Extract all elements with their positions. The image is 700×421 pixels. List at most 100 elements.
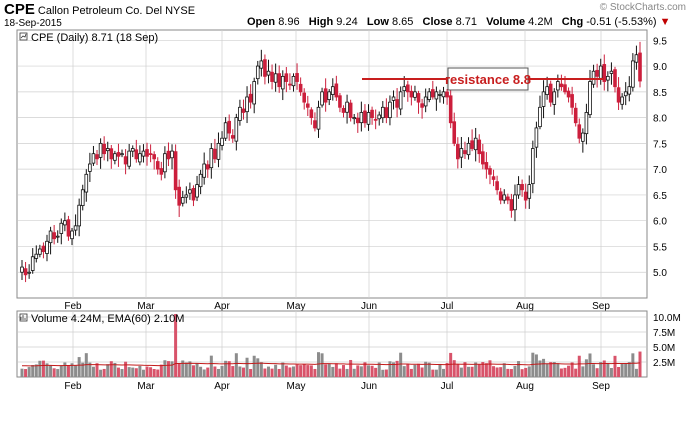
volume-bar <box>259 362 263 377</box>
candle-body <box>248 93 253 103</box>
candle-body <box>141 150 146 157</box>
candle-body <box>145 149 149 157</box>
volume-bar <box>331 366 335 377</box>
candle-body <box>588 81 592 116</box>
candle-body <box>445 91 449 98</box>
candle-body <box>495 181 499 191</box>
volume-bar <box>352 368 356 377</box>
volume-bar <box>106 364 110 377</box>
candle-body <box>30 256 35 271</box>
volume-month-label: Mar <box>137 381 155 392</box>
volume-bar <box>367 365 371 377</box>
volume-bar <box>384 369 388 377</box>
volume-bar <box>184 362 188 377</box>
volume-bar <box>256 358 260 377</box>
candle-body <box>109 148 114 160</box>
date-label: 18-Sep-2015 <box>4 18 62 29</box>
candle-body <box>134 149 139 160</box>
candle-body <box>473 137 478 151</box>
candle-body <box>355 117 360 124</box>
volume-bar <box>420 367 424 377</box>
volume-bar <box>127 367 131 377</box>
candle-body <box>595 69 599 77</box>
price-legend-label: CPE (Daily) 8.71 (18 Sep) <box>31 32 158 44</box>
candle-body <box>209 148 214 169</box>
candle-body <box>431 89 435 98</box>
volume-bar <box>463 362 467 377</box>
candle-body <box>527 184 532 199</box>
candle-body <box>470 140 474 149</box>
price-tick-label: 6.5 <box>653 191 667 202</box>
candle-body <box>423 96 428 107</box>
candle-body <box>513 194 517 211</box>
candle-body <box>166 150 171 160</box>
candle-body <box>341 107 346 113</box>
volume-bar <box>163 360 167 377</box>
candle-body <box>88 163 92 172</box>
open-value: 8.96 <box>278 16 300 28</box>
chg-label: Chg <box>561 16 584 28</box>
volume-bar <box>374 367 378 377</box>
volume-bar <box>234 353 238 377</box>
volume-bar <box>363 362 367 377</box>
candle-body <box>263 59 267 77</box>
volume-legend: Volume 4.24M, EMA(60) 2.10M <box>19 313 184 325</box>
candle-body <box>102 143 106 155</box>
volume-bar <box>199 366 203 377</box>
candle-body <box>230 135 235 139</box>
volume-bar <box>502 363 506 377</box>
volume-bar <box>624 363 628 377</box>
volume-bar <box>109 361 113 377</box>
volume-bar <box>356 365 360 377</box>
candle-body <box>498 191 503 201</box>
candle-body <box>627 86 632 95</box>
volume-bar <box>81 362 85 377</box>
volume-bar <box>524 367 528 377</box>
candle-body <box>202 163 206 178</box>
candle-body <box>198 173 203 188</box>
candle-body <box>380 106 385 119</box>
volume-bar <box>213 366 217 377</box>
candle-body <box>384 107 389 119</box>
volume-value: 4.2M <box>528 16 553 28</box>
volume-bar <box>538 360 542 377</box>
volume-bar <box>545 363 549 377</box>
candle-body <box>291 75 296 87</box>
volume-bar <box>334 363 338 377</box>
candle-body <box>531 148 535 185</box>
volume-bar <box>41 360 45 377</box>
volume-bar <box>56 369 60 377</box>
volume-bar <box>499 367 503 377</box>
candle-body <box>195 184 199 198</box>
volume-bar <box>577 355 581 377</box>
candle-body <box>634 54 639 63</box>
volume-bar <box>159 364 163 377</box>
price-month-label: Sep <box>592 301 610 312</box>
price-month-label: Apr <box>214 301 230 312</box>
volume-bar <box>59 365 63 377</box>
price-month-label: Aug <box>516 301 534 312</box>
volume-bar <box>574 368 578 377</box>
candle-body <box>573 107 578 124</box>
volume-bar <box>49 365 53 377</box>
volume-bar <box>152 369 156 377</box>
volume-label: Volume <box>486 16 526 28</box>
quote-summary: Open 8.96 High 9.24 Low 8.65 Close 8.71 … <box>247 16 671 28</box>
volume-tick-label: 2.5M <box>653 358 675 369</box>
close-label: Close <box>422 16 453 28</box>
candle-body <box>288 83 292 86</box>
candle-body <box>220 137 224 146</box>
volume-bar <box>245 357 249 377</box>
candle-body <box>548 83 553 103</box>
volume-bar <box>595 368 599 377</box>
candle-body <box>227 120 231 134</box>
price-tick-label: 8.0 <box>653 114 667 125</box>
candle-body <box>23 268 28 276</box>
watermark: © StockCharts.com <box>599 2 686 13</box>
volume-bar <box>156 369 160 377</box>
volume-bar <box>470 366 474 377</box>
candle-body <box>330 86 335 95</box>
price-tick-label: 7.0 <box>653 165 667 176</box>
candle-body <box>598 65 603 79</box>
candle-body <box>502 194 507 201</box>
